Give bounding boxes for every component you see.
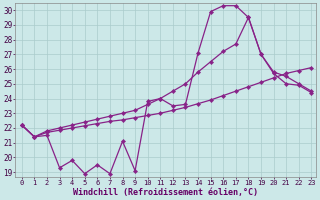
X-axis label: Windchill (Refroidissement éolien,°C): Windchill (Refroidissement éolien,°C) (74, 188, 259, 197)
